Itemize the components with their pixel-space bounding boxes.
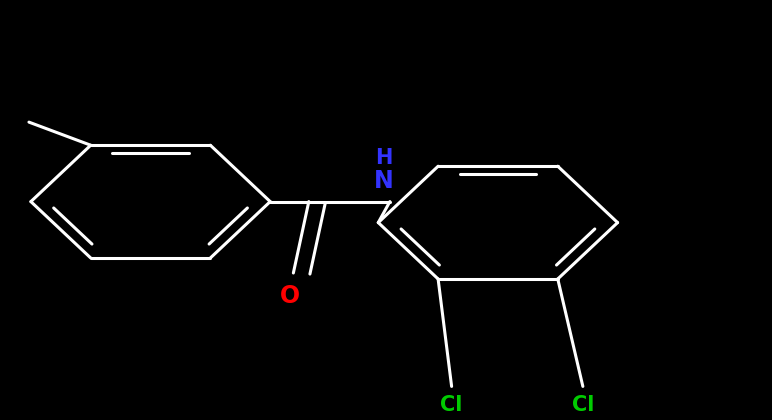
Text: Cl: Cl — [441, 395, 462, 415]
Text: Cl: Cl — [572, 395, 594, 415]
Text: H: H — [375, 147, 392, 168]
Text: N: N — [374, 168, 394, 193]
Text: O: O — [279, 284, 300, 308]
